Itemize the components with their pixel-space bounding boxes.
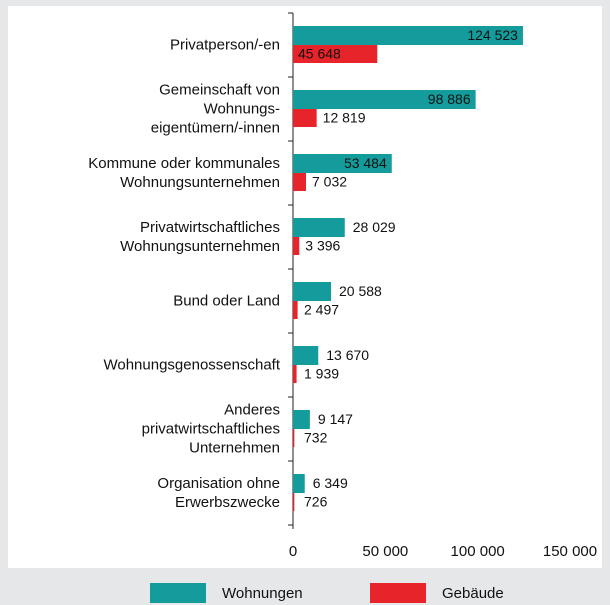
bar: [293, 90, 476, 109]
bar: [293, 410, 310, 429]
value-label: 28 029: [353, 219, 396, 235]
value-label: 13 670: [326, 347, 369, 363]
category-label: Kommune oder kommunales Wohnungsunterneh…: [88, 155, 280, 191]
value-label: 124 523: [467, 27, 518, 43]
value-label: 20 588: [339, 283, 382, 299]
category-label: Bund oder Land: [173, 292, 280, 310]
category-label: Gemeinschaft von Wohnungs- eigentümern/-…: [150, 81, 280, 137]
bar: [293, 45, 378, 63]
x-tick-label: 0: [289, 543, 297, 560]
legend-swatch: [150, 583, 206, 603]
value-label: 1 939: [304, 366, 339, 382]
bar: [293, 282, 332, 301]
bar: [293, 173, 306, 191]
category-label: Privatwirtschaftliches Wohnungsunternehm…: [120, 219, 280, 255]
value-label: 6 349: [313, 475, 348, 491]
bar: [293, 365, 297, 383]
value-label: 53 484: [344, 155, 387, 171]
bar: [293, 237, 300, 255]
value-label: 98 886: [428, 91, 471, 107]
x-tick-label: 50 000: [362, 543, 408, 560]
bar: [293, 26, 523, 45]
category-label: Organisation ohne Erwerbszwecke: [157, 475, 280, 511]
value-label: 3 396: [305, 238, 340, 254]
bar: [293, 429, 295, 447]
category-label: Wohnungsgenossenschaft: [103, 356, 280, 374]
bar: [293, 474, 305, 493]
value-label: 45 648: [298, 46, 341, 62]
legend-label: Wohnungen: [222, 585, 303, 602]
bar: [293, 109, 317, 127]
category-label: Anderes privatwirtschaftliches Unternehm…: [141, 401, 280, 457]
bar: [293, 154, 392, 173]
value-label: 732: [304, 430, 328, 446]
bar: [293, 301, 298, 319]
x-tick-label: 150 000: [543, 543, 597, 560]
bar: [293, 493, 295, 511]
value-label: 9 147: [318, 411, 353, 427]
bar: [293, 346, 319, 365]
value-label: 726: [304, 494, 328, 510]
category-label: Privatperson/-en: [169, 36, 280, 54]
value-label: 7 032: [312, 174, 347, 190]
value-label: 2 497: [304, 302, 339, 318]
x-tick-label: 100 000: [451, 543, 505, 560]
bar: [293, 218, 345, 237]
value-label: 12 819: [323, 110, 366, 126]
legend-swatch: [370, 583, 426, 603]
legend-label: Gebäude: [442, 585, 504, 602]
